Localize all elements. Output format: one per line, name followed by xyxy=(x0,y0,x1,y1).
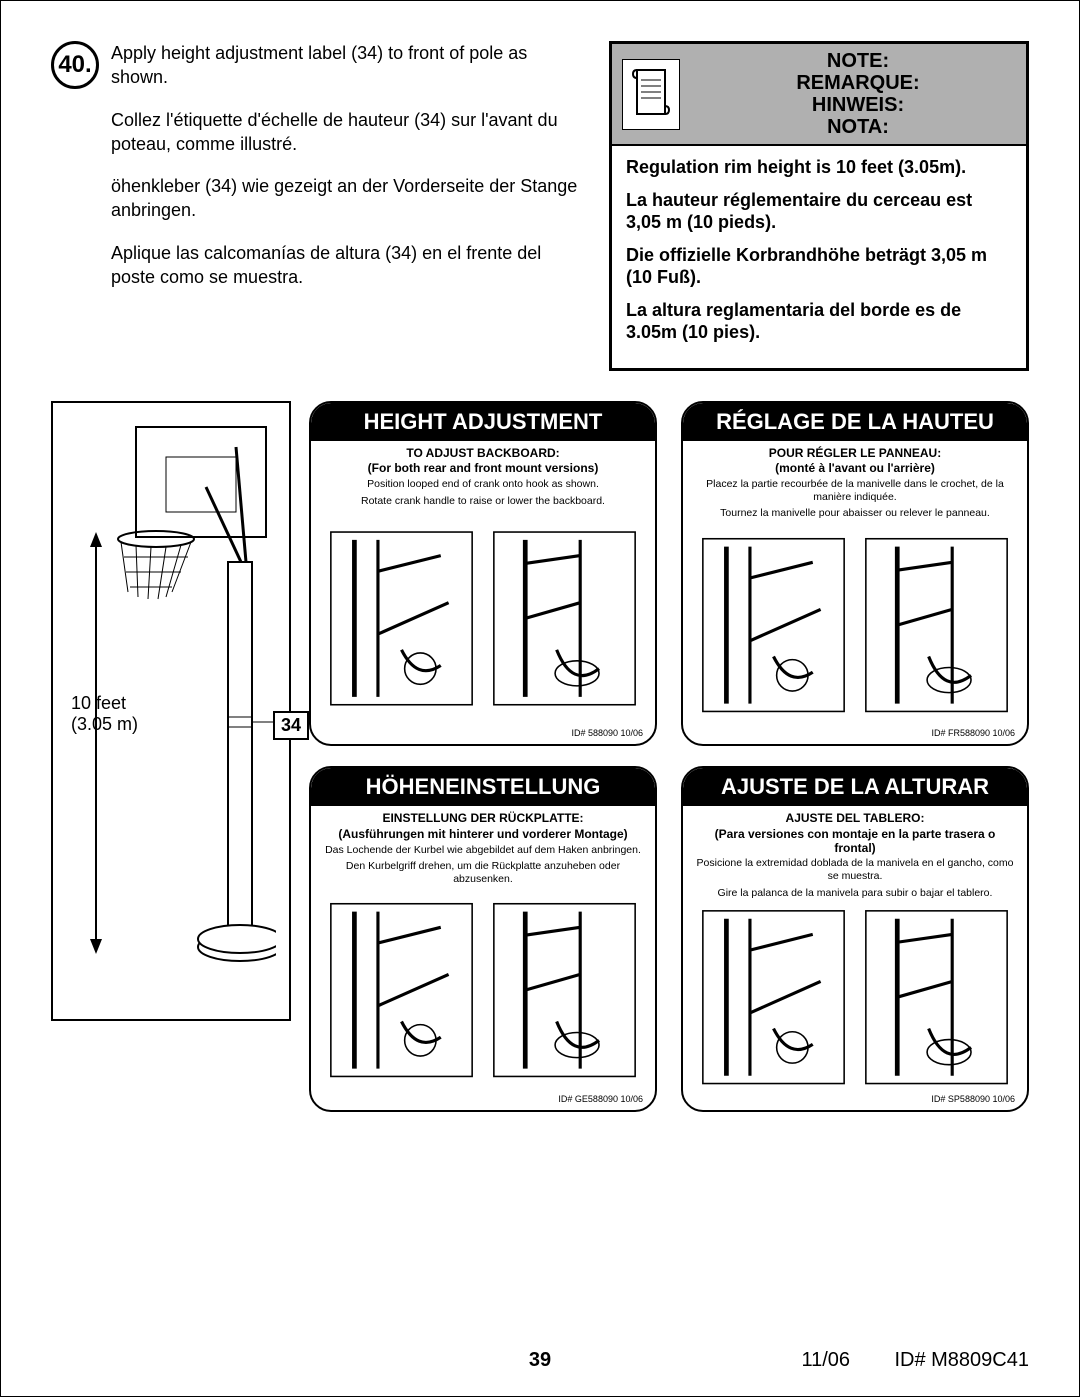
card-title: AJUSTE DE LA ALTURAR xyxy=(683,768,1027,806)
card-height-adjustment-de: HÖHENEINSTELLUNG EINSTELLUNG DER RÜCKPLA… xyxy=(309,766,657,1112)
card-body2: Gire la palanca de la manivela para subi… xyxy=(695,887,1015,900)
card-sub1: POUR RÉGLER LE PANNEAU: xyxy=(695,447,1015,461)
step-number-badge: 40. xyxy=(51,41,99,89)
card-sub1: TO ADJUST BACKBOARD: xyxy=(323,447,643,461)
card-sub2: (monté à l'avant ou l'arrière) xyxy=(695,462,1015,476)
card-diagrams xyxy=(323,889,643,1091)
hoop-diagram-panel: 10 feet (3.05 m) 34 xyxy=(51,401,291,1021)
note-box: NOTE: REMARQUE: HINWEIS: NOTA: Regulatio… xyxy=(609,41,1029,371)
card-diagrams xyxy=(695,903,1015,1091)
page-number: 39 xyxy=(529,1349,551,1372)
height-label: 10 feet (3.05 m) xyxy=(71,693,138,736)
note-es: La altura reglamentaria del borde es de … xyxy=(626,299,1012,344)
card-height-adjustment-fr: RÉGLAGE DE LA HAUTEU POUR RÉGLER LE PANN… xyxy=(681,401,1029,747)
instruction-es: Aplique las calcomanías de altura (34) e… xyxy=(111,241,589,290)
card-diagrams xyxy=(695,524,1015,726)
card-sub1: AJUSTE DEL TABLERO: xyxy=(695,812,1015,826)
lower-row: 10 feet (3.05 m) 34 HEIGHT ADJUSTMENT TO… xyxy=(51,401,1029,1112)
instructions-column: 40. Apply height adjustment label (34) t… xyxy=(51,41,589,371)
height-meters: (3.05 m) xyxy=(71,714,138,734)
crank-diagram-icon xyxy=(486,511,643,726)
note-header: NOTE: REMARQUE: HINWEIS: NOTA: xyxy=(612,44,1026,146)
card-body1: Placez la partie recourbée de la manivel… xyxy=(695,478,1015,503)
card-id: ID# 588090 10/06 xyxy=(323,728,643,738)
footer-id: ID# M8809C41 xyxy=(894,1349,1029,1371)
card-height-adjustment-en: HEIGHT ADJUSTMENT TO ADJUST BACKBOARD: (… xyxy=(309,401,657,747)
note-title-en: NOTE: xyxy=(700,50,1016,72)
footer-date: 11/06 xyxy=(801,1349,850,1371)
instruction-de: öhenkleber (34) wie gezeigt an der Vorde… xyxy=(111,174,589,223)
instruction-fr: Collez l'étiquette d'échelle de hauteur … xyxy=(111,108,589,157)
card-body1: Das Lochende der Kurbel wie abgebildet a… xyxy=(323,844,643,857)
callout-34: 34 xyxy=(273,711,309,740)
card-height-adjustment-es: AJUSTE DE LA ALTURAR AJUSTE DEL TABLERO:… xyxy=(681,766,1029,1112)
crank-diagram-icon xyxy=(486,889,643,1091)
card-title: HÖHENEINSTELLUNG xyxy=(311,768,655,806)
instruction-texts: Apply height adjustment label (34) to fr… xyxy=(111,41,589,371)
card-body1: Posicione la extremidad doblada de la ma… xyxy=(695,857,1015,882)
card-id: ID# FR588090 10/06 xyxy=(695,728,1015,738)
card-body2: Tournez la manivelle pour abaisser ou re… xyxy=(695,507,1015,520)
note-en: Regulation rim height is 10 feet (3.05m)… xyxy=(626,156,1012,179)
card-sub1: EINSTELLUNG DER RÜCKPLATTE: xyxy=(323,812,643,826)
card-body2: Rotate crank handle to raise or lower th… xyxy=(323,495,643,508)
card-sub2: (Para versiones con montaje en la parte … xyxy=(695,828,1015,856)
note-body: Regulation rim height is 10 feet (3.05m)… xyxy=(612,146,1026,368)
note-title-es: NOTA: xyxy=(700,116,1016,138)
crank-diagram-icon xyxy=(323,511,480,726)
card-title: RÉGLAGE DE LA HAUTEU xyxy=(683,403,1027,441)
note-fr: La hauteur réglementaire du cerceau est … xyxy=(626,189,1012,234)
note-title: NOTE: REMARQUE: HINWEIS: NOTA: xyxy=(700,50,1016,138)
adjustment-cards-grid: HEIGHT ADJUSTMENT TO ADJUST BACKBOARD: (… xyxy=(309,401,1029,1112)
note-title-fr: REMARQUE: xyxy=(700,72,1016,94)
top-row: 40. Apply height adjustment label (34) t… xyxy=(51,41,1029,371)
scroll-icon xyxy=(622,59,680,130)
instruction-en: Apply height adjustment label (34) to fr… xyxy=(111,41,589,90)
note-title-de: HINWEIS: xyxy=(700,94,1016,116)
page-footer: 39 11/06 ID# M8809C41 xyxy=(51,1349,1029,1372)
crank-diagram-icon xyxy=(858,524,1015,726)
card-sub2: (For both rear and front mount versions) xyxy=(323,462,643,476)
card-body2: Den Kurbelgriff drehen, um die Rückplatt… xyxy=(323,860,643,885)
card-id: ID# SP588090 10/06 xyxy=(695,1094,1015,1104)
card-title: HEIGHT ADJUSTMENT xyxy=(311,403,655,441)
card-id: ID# GE588090 10/06 xyxy=(323,1094,643,1104)
card-diagrams xyxy=(323,511,643,726)
manual-page: 40. Apply height adjustment label (34) t… xyxy=(0,0,1080,1397)
height-feet: 10 feet xyxy=(71,693,126,713)
crank-diagram-icon xyxy=(323,889,480,1091)
crank-diagram-icon xyxy=(695,524,852,726)
note-de: Die offizielle Korbrandhöhe beträgt 3,05… xyxy=(626,244,1012,289)
card-body1: Position looped end of crank onto hook a… xyxy=(323,478,643,491)
card-sub2: (Ausführungen mit hinterer und vorderer … xyxy=(323,828,643,842)
crank-diagram-icon xyxy=(858,903,1015,1091)
crank-diagram-icon xyxy=(695,903,852,1091)
